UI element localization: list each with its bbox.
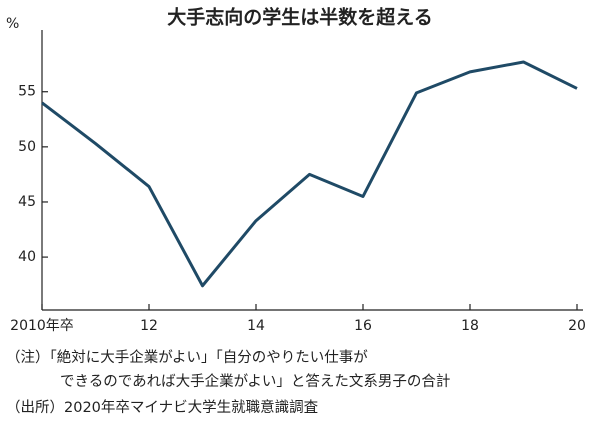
data-line xyxy=(41,60,578,288)
note: （注）「絶対に大手企業がよい」「自分のやりたい仕事が xyxy=(6,348,368,366)
y-tick-label: 50 xyxy=(18,139,36,155)
y-unit: % xyxy=(6,16,19,32)
chart-title: 大手志向の学生は半数を超える xyxy=(167,6,432,29)
y-tick-label: 40 xyxy=(18,249,36,265)
x-tick-label: 20 xyxy=(568,318,586,334)
x-tick-label: 18 xyxy=(461,318,479,334)
note: できるのであれば大手企業がよい」と答えた文系男子の合計 xyxy=(60,372,450,390)
x-tick-label: 16 xyxy=(354,318,372,334)
source: （出所）2020年卒マイナビ大学生就職意識調査 xyxy=(6,398,318,416)
x-tick-label: 14 xyxy=(247,318,265,334)
x-tick-label: 12 xyxy=(140,318,158,334)
x-tick-label: 2010年卒 xyxy=(10,318,74,334)
y-tick-label: 55 xyxy=(18,84,36,100)
y-tick-label: 45 xyxy=(18,194,36,210)
